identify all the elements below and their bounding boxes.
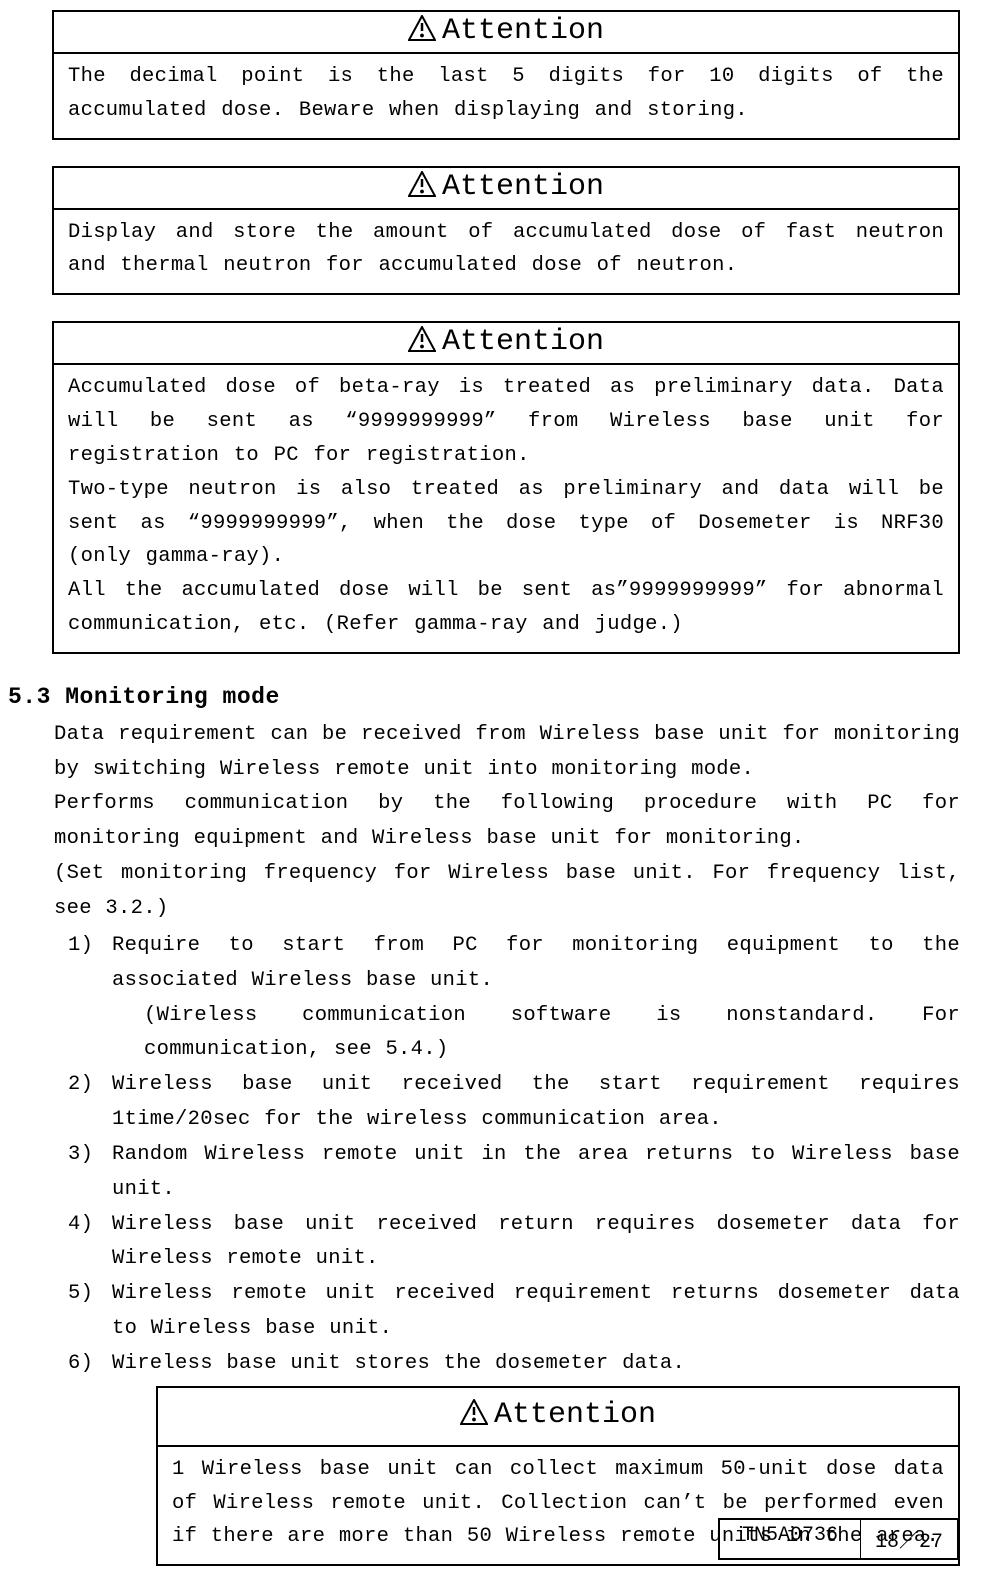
list-text: Wireless base unit received the start re…	[112, 1073, 960, 1131]
list-number: 5)	[68, 1277, 93, 1312]
attention-header: Attention	[54, 323, 958, 365]
attention-body: Display and store the amount of accumula…	[54, 210, 958, 294]
document-page: Attention The decimal point is the last …	[0, 0, 992, 1566]
warning-icon	[408, 171, 436, 197]
attention-text-p2: Two-type neutron is also treated as prel…	[68, 473, 944, 574]
list-text: Wireless remote unit received requiremen…	[112, 1282, 960, 1340]
attention-body: Accumulated dose of beta-ray is treated …	[54, 365, 958, 652]
page-number: 18／27	[861, 1520, 959, 1558]
list-item: 1) Require to start from PC for monitori…	[54, 929, 960, 1068]
attention-title: Attention	[442, 325, 604, 359]
attention-title: Attention	[442, 14, 604, 48]
attention-header: Attention	[54, 168, 958, 210]
list-item: 2) Wireless base unit received the start…	[54, 1068, 960, 1138]
section-paragraph: Performs communication by the following …	[54, 787, 960, 857]
list-sub-note: (Wireless communication software is nons…	[112, 999, 960, 1069]
list-item: 3) Random Wireless remote unit in the ar…	[54, 1138, 960, 1208]
attention-title: Attention	[494, 1398, 656, 1432]
attention-text-p3: All the accumulated dose will be sent as…	[68, 574, 944, 642]
list-text: Wireless base unit stores the dosemeter …	[112, 1352, 685, 1375]
attention-text: Display and store the amount of accumula…	[68, 216, 944, 284]
attention-box-3: Attention Accumulated dose of beta-ray i…	[52, 321, 960, 654]
document-number: TN5A0736	[720, 1520, 861, 1558]
attention-header: Attention	[54, 12, 958, 54]
list-text: Wireless base unit received return requi…	[112, 1213, 960, 1271]
attention-text: The decimal point is the last 5 digits f…	[68, 60, 944, 128]
attention-text-p1: Accumulated dose of beta-ray is treated …	[68, 371, 944, 472]
section-paragraph: Data requirement can be received from Wi…	[54, 718, 960, 788]
list-number: 4)	[68, 1208, 93, 1243]
attention-body: The decimal point is the last 5 digits f…	[54, 54, 958, 138]
section-paragraph: (Set monitoring frequency for Wireless b…	[54, 857, 960, 927]
list-item: 5) Wireless remote unit received require…	[54, 1277, 960, 1347]
list-item: 4) Wireless base unit received return re…	[54, 1208, 960, 1278]
list-number: 3)	[68, 1138, 93, 1173]
page-footer: TN5A0736 18／27	[718, 1518, 960, 1560]
attention-box-1: Attention The decimal point is the last …	[52, 10, 960, 140]
list-text: Require to start from PC for monitoring …	[112, 934, 960, 992]
warning-icon	[408, 326, 436, 352]
list-number: 1)	[68, 929, 93, 964]
warning-icon	[460, 1399, 488, 1425]
section-body: Data requirement can be received from Wi…	[54, 718, 960, 1566]
list-number: 6)	[68, 1347, 93, 1382]
attention-box-2: Attention Display and store the amount o…	[52, 166, 960, 296]
list-item: 6) Wireless base unit stores the dosemet…	[54, 1347, 960, 1382]
attention-header: Attention	[158, 1388, 958, 1447]
numbered-list: 1) Require to start from PC for monitori…	[54, 929, 960, 1382]
section-heading: 5.3 Monitoring mode	[8, 684, 960, 710]
list-number: 2)	[68, 1068, 93, 1103]
attention-title: Attention	[442, 170, 604, 204]
warning-icon	[408, 15, 436, 41]
list-text: Random Wireless remote unit in the area …	[112, 1143, 960, 1201]
